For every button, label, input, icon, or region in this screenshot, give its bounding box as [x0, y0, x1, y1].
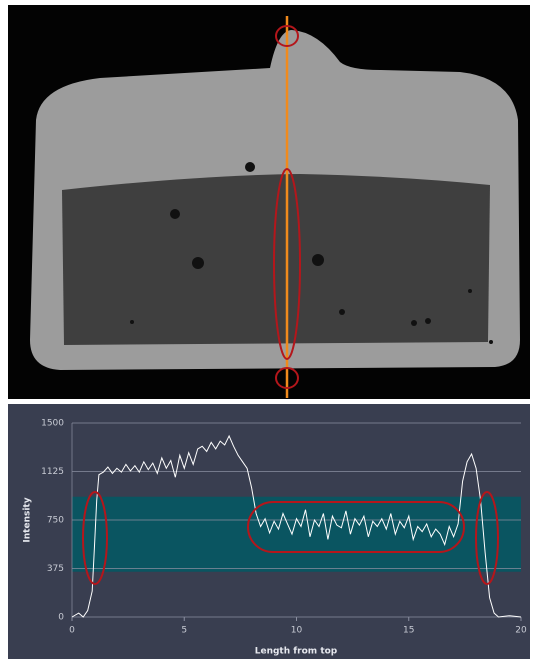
scan-image [8, 5, 530, 399]
y-tick-label: 750 [47, 516, 64, 526]
x-tick-label: 10 [291, 626, 303, 636]
x-tick-label: 0 [69, 626, 75, 636]
annotations [82, 491, 499, 585]
y-tick-label: 1500 [41, 419, 64, 429]
x-axis-title: Length from top [255, 647, 338, 657]
y-axis-title: Intensity [23, 497, 33, 542]
y-tick-label: 1125 [41, 467, 64, 477]
x-tick-label: 5 [181, 626, 187, 636]
y-tick-label: 0 [58, 613, 64, 623]
intensity-line [71, 434, 522, 618]
y-tick-label: 375 [47, 564, 64, 574]
x-tick-label: 15 [403, 626, 414, 636]
threshold-band [72, 496, 521, 572]
plot: 0 375 750 1125 1500 0 5 10 15 20 [41, 419, 527, 636]
x-tick-label: 20 [515, 626, 527, 636]
